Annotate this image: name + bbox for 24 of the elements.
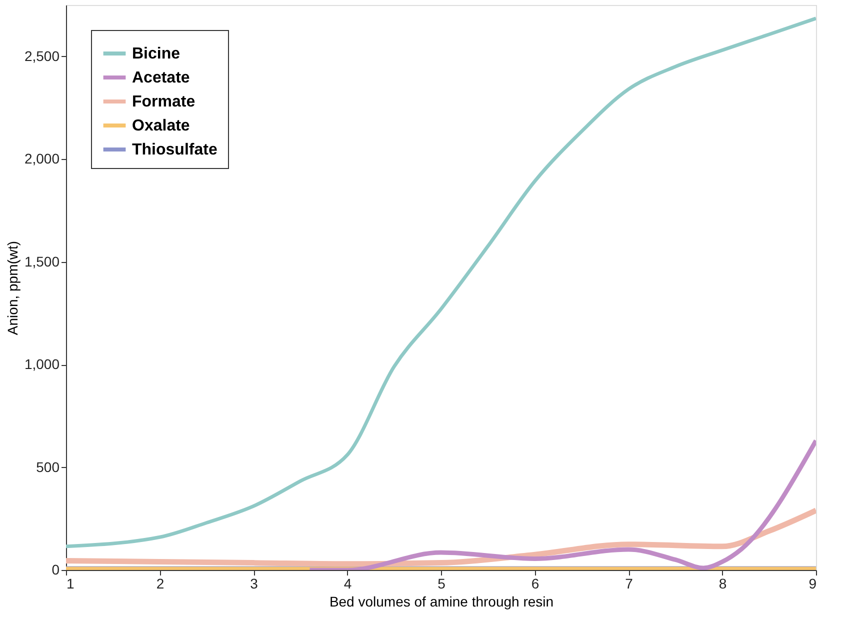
y-tick-label: 0 xyxy=(52,562,60,578)
line-series xyxy=(308,438,816,570)
x-axis-title: Bed volumes of amine through resin xyxy=(329,594,554,610)
legend-label: Formate xyxy=(132,94,196,110)
y-tick-label: 1,000 xyxy=(24,356,60,372)
x-tick-label: 7 xyxy=(625,576,634,592)
legend-label: Oxalate xyxy=(132,118,190,134)
line-series xyxy=(66,16,816,548)
y-tick-label: 2,500 xyxy=(24,48,60,64)
y-tick-label: 500 xyxy=(36,458,60,475)
legend-label: Acetate xyxy=(132,70,190,86)
y-axis-title: Anion, ppm(wt) xyxy=(4,240,20,336)
x-tick-label: 4 xyxy=(344,576,352,592)
y-tick-label: 2,000 xyxy=(24,150,60,167)
x-tick-label: 8 xyxy=(718,576,727,592)
x-tick-label: 3 xyxy=(250,576,258,592)
legend-label: Thiosulfate xyxy=(132,142,218,158)
x-tick-label: 1 xyxy=(66,576,74,592)
x-tick-label: 6 xyxy=(531,576,540,592)
x-tick-label: 5 xyxy=(438,576,446,592)
y-tick-label: 1,500 xyxy=(24,253,60,270)
x-tick-label: 9 xyxy=(808,576,817,592)
legend-label: Bicine xyxy=(132,46,180,62)
x-tick-label: 2 xyxy=(156,576,164,592)
